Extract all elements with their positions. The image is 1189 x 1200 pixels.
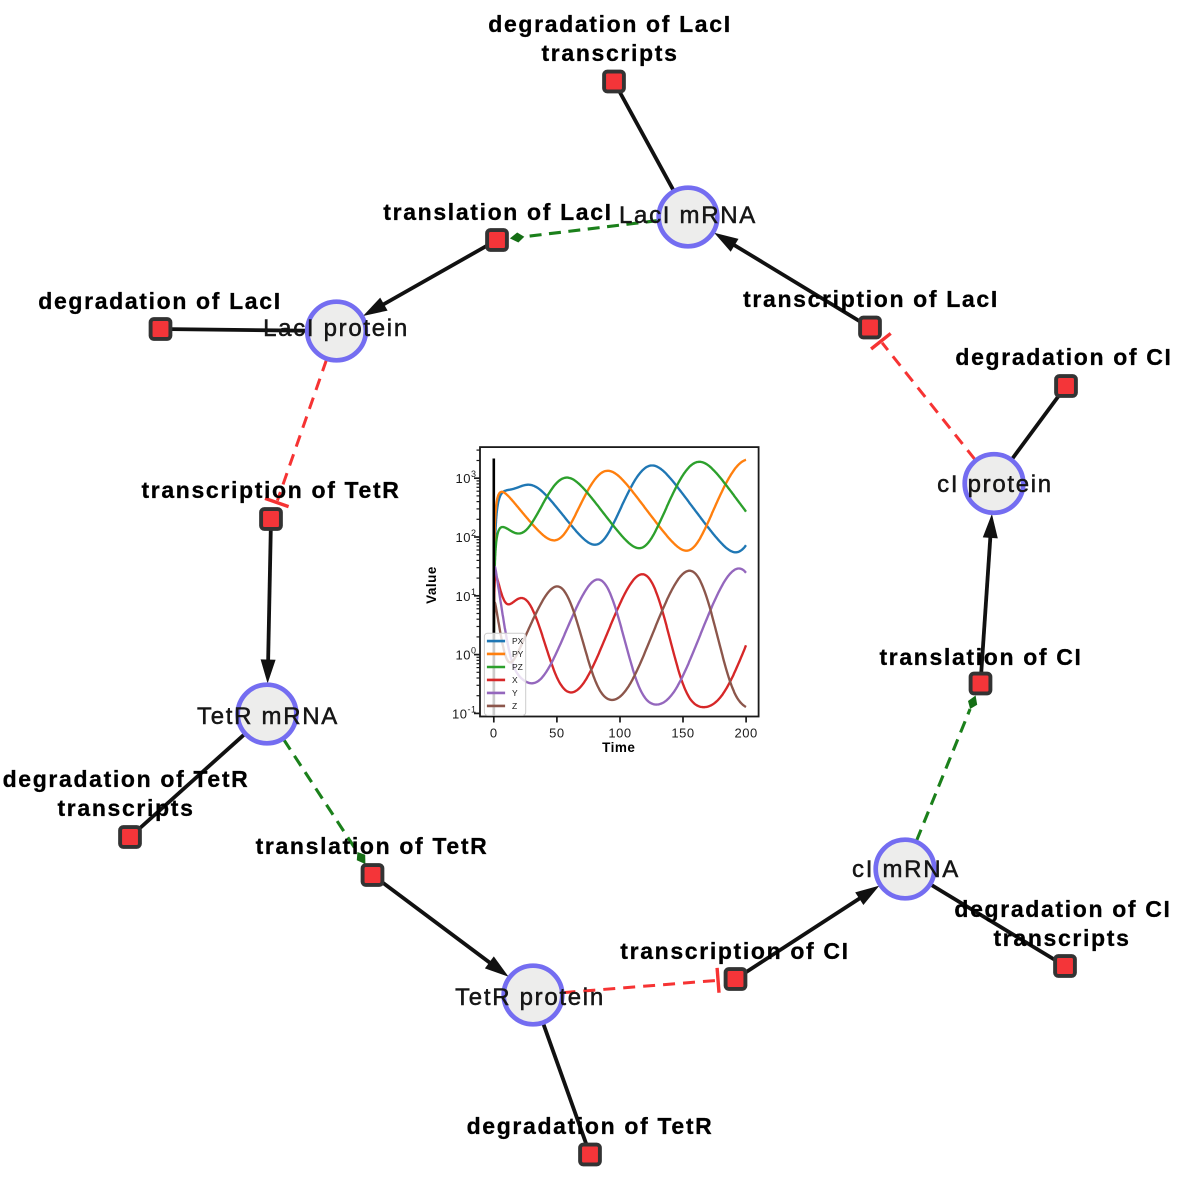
svg-text:PZ: PZ xyxy=(512,662,523,672)
svg-text:PX: PX xyxy=(512,636,524,646)
svg-text:150: 150 xyxy=(671,726,694,741)
svg-text:translation of LacI: translation of LacI xyxy=(383,199,612,225)
svg-text:degradation of CI: degradation of CI xyxy=(955,344,1172,370)
svg-text:degradation of CI: degradation of CI xyxy=(954,896,1171,922)
svg-text:TetR protein: TetR protein xyxy=(455,984,605,1011)
svg-text:Time: Time xyxy=(602,740,635,755)
svg-text:200: 200 xyxy=(734,726,757,741)
svg-text:LacI mRNA: LacI mRNA xyxy=(619,202,757,229)
svg-text:translation of CI: translation of CI xyxy=(879,644,1082,670)
svg-text:transcripts: transcripts xyxy=(541,40,678,66)
svg-text:100: 100 xyxy=(456,646,477,663)
svg-text:degradation of LacI: degradation of LacI xyxy=(38,288,281,314)
svg-text:Z: Z xyxy=(512,701,517,711)
svg-text:degradation of TetR: degradation of TetR xyxy=(467,1113,714,1139)
svg-text:degradation of LacI: degradation of LacI xyxy=(488,11,731,37)
svg-text:LacI protein: LacI protein xyxy=(263,315,409,342)
svg-text:transcription of TetR: transcription of TetR xyxy=(141,477,400,503)
svg-text:degradation of TetR: degradation of TetR xyxy=(3,766,250,792)
svg-text:TetR mRNA: TetR mRNA xyxy=(197,703,339,730)
svg-text:X: X xyxy=(512,675,518,685)
svg-text:cI protein: cI protein xyxy=(937,471,1053,498)
svg-text:Value: Value xyxy=(424,566,439,604)
svg-text:transcription of CI: transcription of CI xyxy=(620,938,849,964)
svg-text:0: 0 xyxy=(490,726,498,741)
svg-text:translation of TetR: translation of TetR xyxy=(256,833,489,859)
svg-text:cI mRNA: cI mRNA xyxy=(852,856,960,883)
svg-text:Y: Y xyxy=(512,688,518,698)
svg-text:transcripts: transcripts xyxy=(993,925,1130,951)
svg-text:100: 100 xyxy=(608,726,631,741)
svg-text:102: 102 xyxy=(456,528,477,545)
svg-text:103: 103 xyxy=(456,469,477,486)
svg-text:101: 101 xyxy=(456,587,477,604)
svg-text:PY: PY xyxy=(512,649,524,659)
svg-text:transcription of LacI: transcription of LacI xyxy=(743,286,999,312)
svg-text:transcripts: transcripts xyxy=(57,795,194,821)
svg-text:50: 50 xyxy=(549,726,564,741)
svg-text:10-1: 10-1 xyxy=(452,704,476,721)
